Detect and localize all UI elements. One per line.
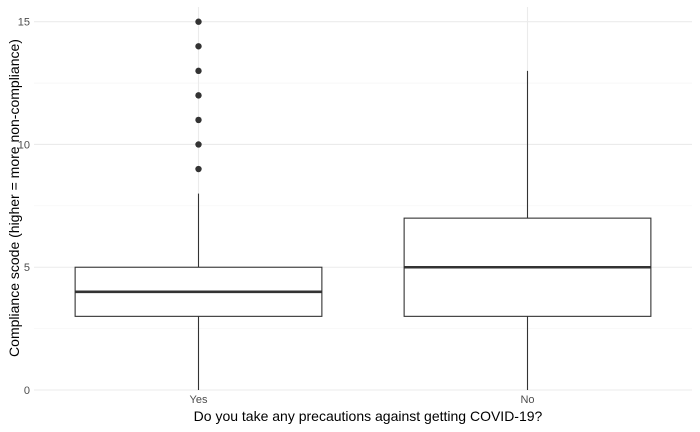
outlier-point — [195, 43, 202, 50]
y-tick-label: 10 — [18, 139, 30, 151]
x-tick-label: No — [520, 394, 534, 406]
y-tick-label: 0 — [24, 385, 30, 397]
x-axis-title: Do you take any precautions against gett… — [194, 408, 543, 424]
outlier-point — [195, 92, 202, 99]
outlier-point — [195, 18, 202, 25]
x-tick-label: Yes — [190, 394, 208, 406]
plot-panel — [34, 7, 692, 390]
box-group — [74, 18, 323, 390]
grid-layer — [34, 7, 692, 391]
outlier-point — [195, 116, 202, 124]
axis-layer: 0 5 10 15 Yes No — [18, 17, 535, 406]
y-tick-label: 5 — [24, 262, 30, 274]
y-axis-title: Compliance scode (higher = more non-comp… — [6, 39, 22, 357]
outlier-point — [195, 67, 202, 75]
box-layer — [74, 18, 652, 390]
box-group — [403, 70, 652, 390]
outlier-point — [195, 141, 202, 148]
y-tick-label: 15 — [18, 17, 30, 29]
outlier-point — [195, 165, 202, 173]
